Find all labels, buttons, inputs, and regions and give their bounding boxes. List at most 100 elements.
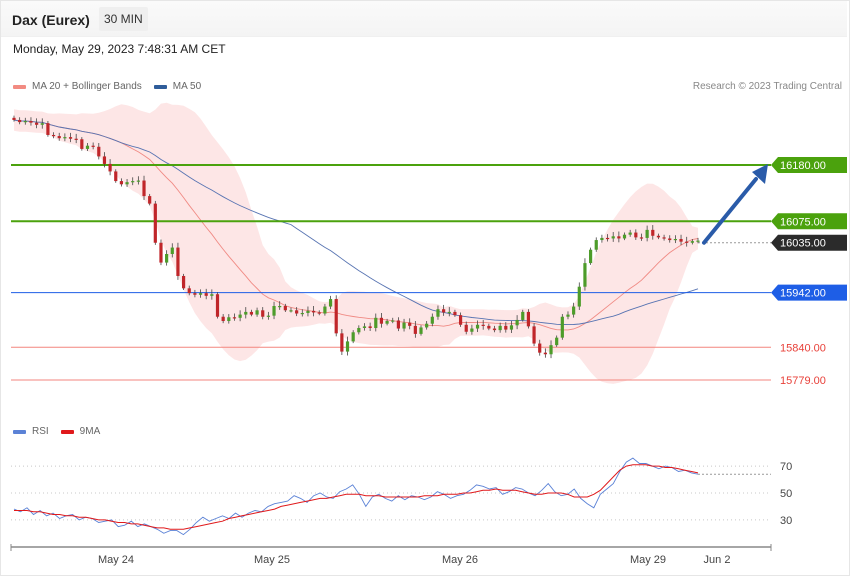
candle-body xyxy=(102,156,107,164)
candle-body xyxy=(679,238,683,242)
rsi-legend: RSI 9MA xyxy=(13,426,112,437)
candle-body xyxy=(46,123,50,135)
candle-body xyxy=(492,328,497,331)
candle-body xyxy=(572,306,576,315)
candle-body xyxy=(221,316,225,322)
candle-body xyxy=(396,320,400,329)
candle-body xyxy=(35,122,39,125)
candle-body xyxy=(80,139,84,149)
x-axis-label: May 24 xyxy=(98,554,134,566)
ma20-line xyxy=(13,119,699,331)
candle-body xyxy=(447,311,451,314)
candle-body xyxy=(532,326,536,344)
candle-body xyxy=(249,311,254,315)
candle-body xyxy=(639,237,644,239)
candle-body xyxy=(187,288,191,294)
x-axis-label: Jun 2 xyxy=(704,554,731,566)
candle-body xyxy=(159,242,163,263)
candle-body xyxy=(272,306,276,316)
candle-body xyxy=(255,310,259,315)
level-label-0: 16180.00 xyxy=(780,160,826,172)
level-tag-1 xyxy=(771,213,847,230)
candle-body xyxy=(515,319,519,326)
candle-body xyxy=(560,316,564,338)
interval-badge[interactable]: 30 MIN xyxy=(99,7,148,31)
candle-body xyxy=(617,236,621,239)
candle-body xyxy=(656,235,661,238)
candle-body xyxy=(385,321,389,324)
level-label-2: 16035.00 xyxy=(780,238,826,250)
candle-body xyxy=(402,322,406,329)
timestamp: Monday, May 29, 2023 7:48:31 AM CET xyxy=(13,42,226,56)
candle-body xyxy=(181,275,186,289)
candle-body xyxy=(125,182,129,185)
candle-body xyxy=(543,352,547,355)
candle-body xyxy=(63,137,67,139)
main-legend: MA 20 + Bollinger Bands MA 50 xyxy=(13,81,213,92)
candle-body xyxy=(351,332,355,342)
candle-body xyxy=(509,325,514,330)
candle-body xyxy=(436,309,440,317)
forecast-arrow-head xyxy=(752,164,768,184)
candle-body xyxy=(458,315,463,325)
ma50-line xyxy=(13,119,699,326)
candle-body xyxy=(23,121,27,123)
candle-body xyxy=(475,324,480,329)
level-label-1: 16075.00 xyxy=(780,216,826,228)
candle-body xyxy=(312,310,316,313)
candle-body xyxy=(165,254,169,263)
candle-body xyxy=(622,234,627,239)
forecast-arrow-shaft xyxy=(702,177,758,245)
candle-body xyxy=(526,311,531,327)
candle-body xyxy=(153,203,157,243)
candle-body xyxy=(334,299,338,334)
candle-body xyxy=(498,325,502,331)
candle-body xyxy=(549,345,553,355)
candle-body xyxy=(442,309,446,313)
level-tag-2 xyxy=(771,234,847,251)
candle-body xyxy=(651,229,655,236)
legend-item-9ma: 9MA xyxy=(60,426,101,437)
rsi-tick-30: 30 xyxy=(780,515,792,527)
candle-body xyxy=(521,311,525,320)
candle-body xyxy=(18,119,22,123)
candle-body xyxy=(131,181,135,183)
candle-body xyxy=(204,293,208,296)
rsi-tick-50: 50 xyxy=(780,488,792,500)
candle-body xyxy=(142,180,146,197)
candle-body xyxy=(690,241,694,243)
candle-body xyxy=(193,293,197,295)
candle-body xyxy=(662,237,666,239)
candle-body xyxy=(408,322,412,326)
candle-body xyxy=(12,117,16,120)
candle-body xyxy=(29,121,33,123)
candle-body xyxy=(413,325,417,334)
candle-body xyxy=(91,145,95,147)
candle-body xyxy=(136,180,140,182)
candle-body xyxy=(306,310,310,313)
candle-body xyxy=(504,325,508,330)
candle-body xyxy=(266,315,270,317)
candle-body xyxy=(232,317,237,319)
candle-body xyxy=(300,312,304,315)
candle-body xyxy=(645,229,649,238)
candle-body xyxy=(198,293,203,295)
candle-body xyxy=(328,299,333,307)
candle-body xyxy=(605,237,610,240)
legend-label-9ma: 9MA xyxy=(79,426,101,437)
candle-body xyxy=(345,341,350,352)
candle-body xyxy=(464,324,468,332)
candle-body xyxy=(566,314,570,317)
candle-body xyxy=(696,240,700,242)
instrument-title: Dax (Eurex) xyxy=(12,12,90,28)
legend-swatch-ma50 xyxy=(153,84,167,89)
candle-body xyxy=(555,337,559,346)
copyright-note: Research © 2023 Trading Central xyxy=(692,81,842,92)
candle-body xyxy=(85,145,90,149)
level-label-4: 15840.00 xyxy=(780,342,826,354)
rsi-line xyxy=(13,457,699,536)
candle-body xyxy=(278,306,282,308)
candle-body xyxy=(538,343,542,353)
candle-body xyxy=(391,320,395,322)
x-axis-label: May 29 xyxy=(630,554,666,566)
